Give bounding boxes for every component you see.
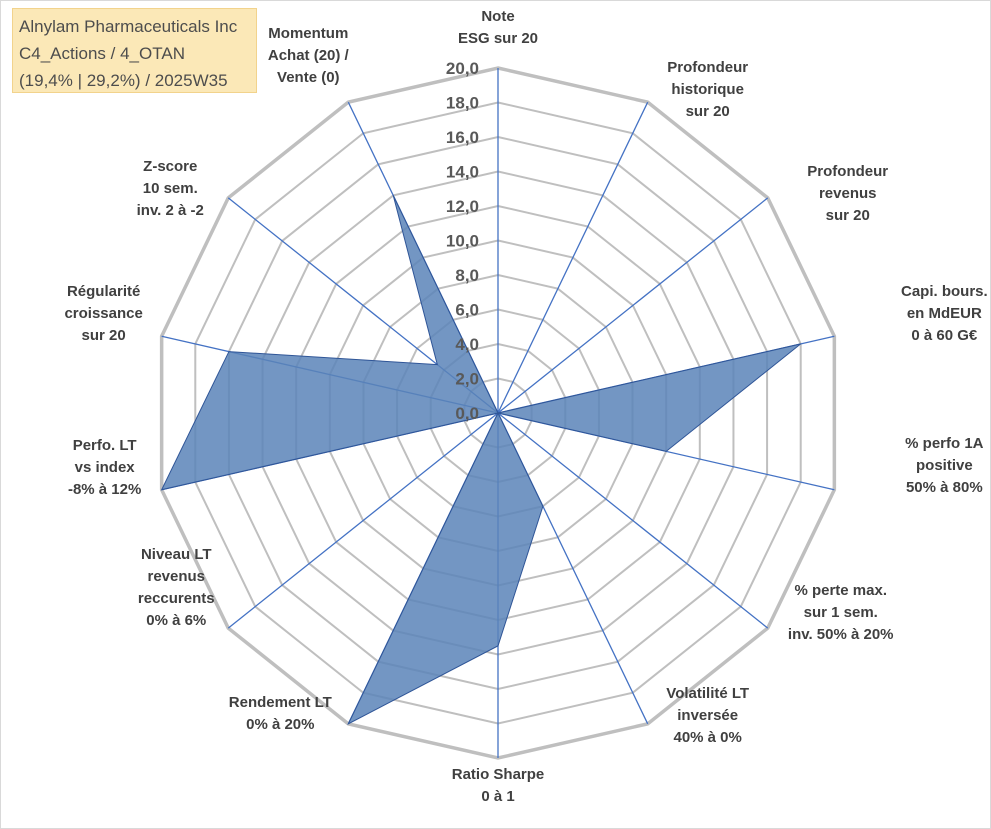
axis-label-line: Profondeur xyxy=(667,59,748,76)
axis-label-line: vs index xyxy=(75,459,136,476)
axis-label-line: inversée xyxy=(677,707,738,724)
axis-label: Capi. bours. en MdEUR 0 à 60 G€ xyxy=(901,283,988,344)
axis-label-line: 0 à 1 xyxy=(481,788,514,805)
axis-label-line: Régularité xyxy=(67,283,140,300)
axis-label-line: Capi. bours. xyxy=(901,283,988,300)
axis-label-line: inv. 2 à -2 xyxy=(137,202,204,219)
axis-label-line: Perfo. LT xyxy=(73,437,137,454)
axis-label-line: ESG sur 20 xyxy=(458,30,538,47)
tick-label: 0,0 xyxy=(455,404,479,423)
tick-label: 20,0 xyxy=(446,59,479,78)
axis-label: Ratio Sharpe 0 à 1 xyxy=(452,766,545,805)
tick-label: 4,0 xyxy=(455,335,479,354)
axis-labels: Note ESG sur 20 Profondeur historique sur 20… xyxy=(64,8,987,805)
axis-label: Niveau LT revenus reccurents 0% à 6% xyxy=(138,546,215,629)
axis-label: % perfo 1A positive 50% à 80% xyxy=(905,435,984,496)
axis-label-line: revenus xyxy=(147,568,205,585)
tick-label: 6,0 xyxy=(455,301,479,320)
axis-label-line: croissance xyxy=(64,305,142,322)
axis-spoke xyxy=(497,101,649,414)
axis-label-line: en MdEUR xyxy=(907,305,982,322)
title-category: C4_Actions / 4_OTAN xyxy=(19,44,185,63)
axis-label-line: Note xyxy=(481,8,514,25)
axis-label-line: Rendement LT xyxy=(229,694,332,711)
tick-label: 10,0 xyxy=(446,232,479,251)
axis-spoke xyxy=(227,412,499,629)
axis-label-line: inv. 50% à 20% xyxy=(788,626,894,643)
axis-label: Perfo. LT vs index -8% à 12% xyxy=(68,437,141,498)
axis-label-line: Ratio Sharpe xyxy=(452,766,545,783)
axis-label-line: -8% à 12% xyxy=(68,481,141,498)
tick-label: 12,0 xyxy=(446,197,479,216)
axis-label-line: historique xyxy=(671,81,744,98)
axis-label-line: sur 20 xyxy=(82,327,126,344)
axis-label-line: Vente (0) xyxy=(277,69,340,86)
title-stats: (19,4% | 29,2%) / 2025W35 xyxy=(19,71,228,90)
axis-label: Régularité croissance sur 20 xyxy=(64,283,142,344)
axis-label-line: Z-score xyxy=(143,158,197,175)
axis-spoke xyxy=(497,412,769,629)
axis-label-line: positive xyxy=(916,457,973,474)
tick-label: 2,0 xyxy=(455,370,479,389)
axis-label-line: sur 20 xyxy=(826,207,870,224)
tick-label: 14,0 xyxy=(446,163,479,182)
axis-label: Note ESG sur 20 xyxy=(458,8,538,47)
axis-label-line: sur 1 sem. xyxy=(804,604,878,621)
axis-label-line: 40% à 0% xyxy=(673,729,741,746)
series-polygon xyxy=(160,195,802,725)
series-area xyxy=(160,195,802,725)
axis-label: Profondeur revenus sur 20 xyxy=(807,163,888,224)
axis-label-line: 50% à 80% xyxy=(906,479,983,496)
axis-label-line: Volatilité LT xyxy=(666,685,749,702)
axis-label-line: % perfo 1A xyxy=(905,435,984,452)
axis-label-line: reccurents xyxy=(138,590,215,607)
axis-label: Z-score 10 sem. inv. 2 à -2 xyxy=(137,158,204,219)
axis-label-line: % perte max. xyxy=(794,582,887,599)
axis-label-line: 10 sem. xyxy=(143,180,198,197)
axis-label: Volatilité LT inversée 40% à 0% xyxy=(666,685,749,746)
tick-label: 16,0 xyxy=(446,128,479,147)
axis-label-line: 0 à 60 G€ xyxy=(911,327,978,344)
title-box: Alnylam Pharmaceuticals Inc C4_Actions /… xyxy=(12,8,257,93)
axis-label: % perte max. sur 1 sem. inv. 50% à 20% xyxy=(788,582,894,643)
axis-spoke xyxy=(497,197,769,414)
tick-label: 18,0 xyxy=(446,94,479,113)
axis-label-line: Achat (20) / xyxy=(268,47,350,64)
axis-label-line: Profondeur xyxy=(807,163,888,180)
axis-label-line: Momentum xyxy=(268,25,348,42)
axis-label: Profondeur historique sur 20 xyxy=(667,59,748,120)
axis-label: Momentum Achat (20) / Vente (0) xyxy=(268,25,350,86)
axis-label-line: Niveau LT xyxy=(141,546,212,563)
tick-label: 8,0 xyxy=(455,266,479,285)
axis-label: Rendement LT 0% à 20% xyxy=(229,694,332,733)
title-company: Alnylam Pharmaceuticals Inc xyxy=(19,17,238,36)
axis-label-line: 0% à 20% xyxy=(246,716,314,733)
axis-label-line: revenus xyxy=(819,185,877,202)
axis-label-line: sur 20 xyxy=(686,103,730,120)
axis-label-line: 0% à 6% xyxy=(146,612,206,629)
radial-tick-labels: 0,0 2,0 4,0 6,0 8,0 10,0 12,0 14,0 16,0 18,0 20,0 xyxy=(446,59,479,423)
